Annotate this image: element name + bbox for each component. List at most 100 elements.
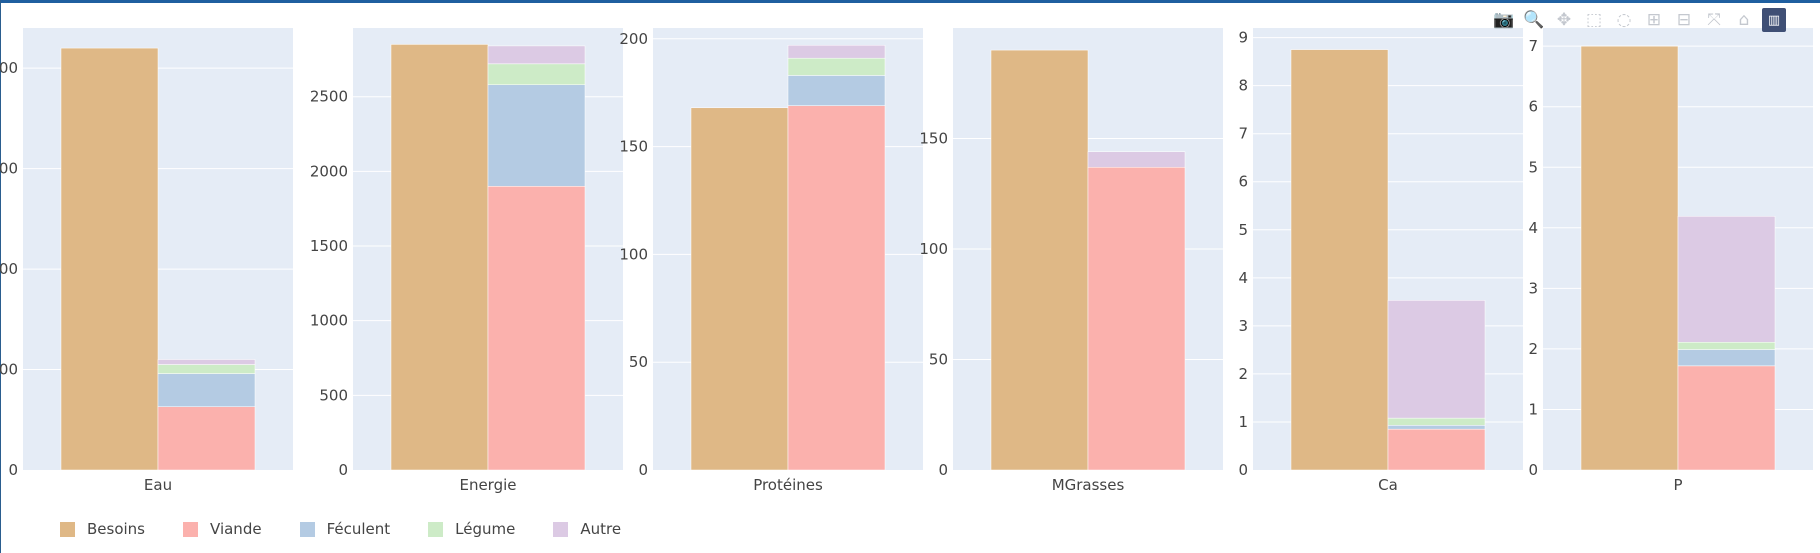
y-tick-label: 50 xyxy=(629,353,648,371)
autoscale-icon[interactable]: ⤧ xyxy=(1707,10,1721,30)
bar-segment-légume[interactable] xyxy=(1387,417,1486,426)
y-tick-label: 6 xyxy=(1528,98,1538,116)
subplot-5: 0 1 2 3 4 5 6 7 P xyxy=(1528,28,1813,494)
y-tick-label: 3 xyxy=(1528,279,1538,297)
y-tick-label: 2000 xyxy=(310,162,348,180)
legend-item-légume[interactable]: Légume xyxy=(428,520,515,538)
y-tick-label: 150 xyxy=(619,138,648,156)
y-tick-label: 0 xyxy=(1238,461,1248,479)
y-tick-label: 100 xyxy=(919,240,948,258)
window-top-border xyxy=(0,0,1820,3)
legend-label: Féculent xyxy=(326,520,391,538)
legend-item-besoins[interactable]: Besoins xyxy=(60,520,145,538)
subplot-1: 0 500 1000 1500 2000 2500 Energie xyxy=(310,28,623,494)
y-tick-label: 8 xyxy=(1238,77,1248,95)
legend-item-autre[interactable]: Autre xyxy=(553,520,621,538)
legend-label: Autre xyxy=(580,520,622,538)
legend-label: Besoins xyxy=(87,520,146,538)
lasso-select-icon[interactable]: ◌ xyxy=(1616,10,1632,30)
y-tick-label: 0 xyxy=(1528,461,1538,479)
y-tick-label: 7 xyxy=(1528,37,1538,55)
x-category-label: Eau xyxy=(144,476,172,494)
y-tick-label: 0 xyxy=(938,461,948,479)
subplot-0: 0 500 1000 1500 2000 Eau xyxy=(0,28,293,494)
zoom-icon[interactable]: 🔍 xyxy=(1523,10,1545,30)
y-tick-label: 2 xyxy=(1528,340,1538,358)
modebar-toolbar: 📷 🔍 ✥ ⬚ ◌ ⊞ ⊟ ⤧ ⌂ ▥ xyxy=(1492,8,1786,32)
y-tick-label: 4 xyxy=(1238,269,1248,287)
y-tick-label: 3 xyxy=(1238,317,1248,335)
y-tick-label: 2 xyxy=(1238,365,1248,383)
bar-segment-viande[interactable] xyxy=(487,186,586,471)
y-tick-label: 5 xyxy=(1238,221,1248,239)
legend-swatch xyxy=(299,521,315,537)
bar-segment-autre[interactable] xyxy=(1087,151,1186,168)
legend-swatch xyxy=(553,521,569,537)
subplot-4: 0 1 2 3 4 5 6 7 8 9 Ca xyxy=(1238,28,1523,494)
bar-segment-autre[interactable] xyxy=(487,45,586,65)
bar-segment-légume[interactable] xyxy=(157,364,256,374)
y-tick-label: 500 xyxy=(0,361,18,379)
bar-segment-viande[interactable] xyxy=(787,105,886,471)
bar-segment-viande[interactable] xyxy=(1387,428,1486,471)
bar-besoins[interactable] xyxy=(1290,49,1389,471)
bar-besoins[interactable] xyxy=(990,49,1089,471)
y-tick-label: 0 xyxy=(8,461,18,479)
subplot-2: 0 50 100 150 200 Protéines xyxy=(619,28,923,494)
bar-segment-légume[interactable] xyxy=(1677,341,1776,350)
y-tick-label: 6 xyxy=(1238,173,1248,191)
legend-item-féculent[interactable]: Féculent xyxy=(299,520,391,538)
y-tick-label: 1 xyxy=(1238,413,1248,431)
bar-segment-viande[interactable] xyxy=(1087,166,1186,471)
bar-segment-légume[interactable] xyxy=(487,63,586,85)
legend-item-viande[interactable]: Viande xyxy=(183,520,262,538)
y-tick-label: 2000 xyxy=(0,59,18,77)
plotly-logo-icon[interactable]: ▥ xyxy=(1762,8,1786,32)
y-tick-label: 7 xyxy=(1238,125,1248,143)
x-category-label: Energie xyxy=(459,476,516,494)
reset-axes-icon[interactable]: ⌂ xyxy=(1738,10,1750,30)
box-select-icon[interactable]: ⬚ xyxy=(1585,10,1603,30)
bar-besoins[interactable] xyxy=(390,44,489,471)
legend-swatch xyxy=(183,521,199,537)
y-tick-label: 1500 xyxy=(310,237,348,255)
y-tick-label: 500 xyxy=(319,386,348,404)
legend-label: Légume xyxy=(455,520,516,538)
legend: Besoins Viande Féculent Légume Autre xyxy=(60,520,621,538)
bar-segment-féculent[interactable] xyxy=(1387,425,1486,430)
bar-besoins[interactable] xyxy=(1580,45,1679,471)
legend-label: Viande xyxy=(210,520,262,538)
bar-segment-légume[interactable] xyxy=(787,57,886,76)
bar-segment-viande[interactable] xyxy=(157,406,256,471)
x-category-label: Protéines xyxy=(753,476,823,494)
legend-swatch xyxy=(60,521,75,537)
bar-segment-autre[interactable] xyxy=(1387,300,1486,419)
y-tick-label: 0 xyxy=(338,461,348,479)
y-tick-label: 1000 xyxy=(0,260,18,278)
x-category-label: Ca xyxy=(1378,476,1398,494)
bar-segment-autre[interactable] xyxy=(157,359,256,365)
y-tick-label: 1000 xyxy=(310,312,348,330)
camera-icon[interactable]: 📷 xyxy=(1493,10,1515,30)
zoom-out-icon[interactable]: ⊟ xyxy=(1676,10,1692,30)
zoom-in-icon[interactable]: ⊞ xyxy=(1646,10,1662,30)
x-category-label: MGrasses xyxy=(1052,476,1125,494)
bar-segment-féculent[interactable] xyxy=(787,75,886,106)
bar-segment-féculent[interactable] xyxy=(157,373,256,407)
y-tick-label: 2500 xyxy=(310,88,348,106)
bar-segment-féculent[interactable] xyxy=(1677,349,1776,367)
pan-icon[interactable]: ✥ xyxy=(1556,10,1572,30)
bar-segment-autre[interactable] xyxy=(787,44,886,59)
bar-segment-viande[interactable] xyxy=(1677,365,1776,471)
x-category-label: P xyxy=(1673,476,1682,494)
legend-swatch xyxy=(428,521,444,537)
bar-segment-féculent[interactable] xyxy=(487,84,586,187)
y-tick-label: 0 xyxy=(638,461,648,479)
bar-besoins[interactable] xyxy=(60,47,159,471)
bar-besoins[interactable] xyxy=(690,107,789,471)
y-tick-label: 1 xyxy=(1528,400,1538,418)
bar-segment-autre[interactable] xyxy=(1677,216,1776,343)
y-tick-label: 5 xyxy=(1528,158,1538,176)
y-tick-label: 100 xyxy=(619,245,648,263)
